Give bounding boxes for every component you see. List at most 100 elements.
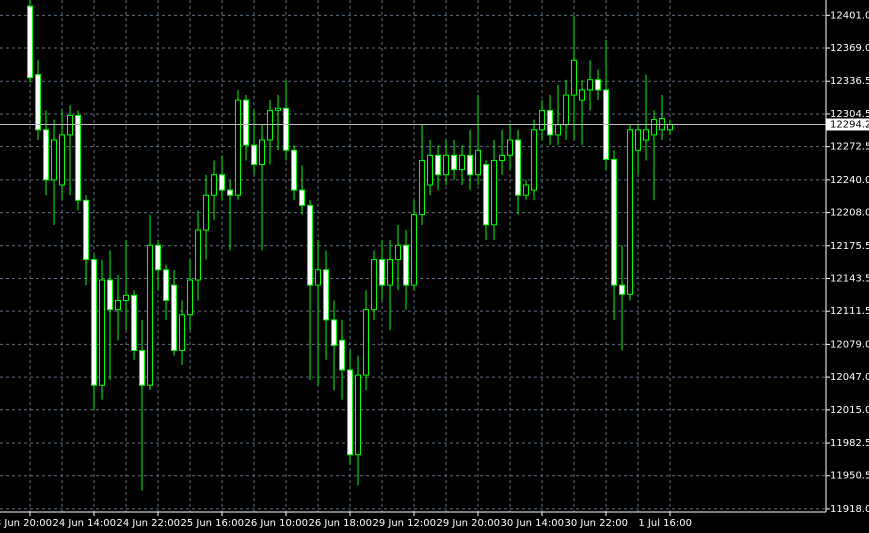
candle-body bbox=[539, 109, 545, 131]
candle-body bbox=[51, 139, 57, 181]
candle-body bbox=[667, 123, 673, 131]
y-tick-label: 12143.5 bbox=[830, 273, 869, 284]
candle-body bbox=[211, 174, 217, 196]
candle-body bbox=[267, 109, 273, 141]
candle-body bbox=[315, 269, 321, 286]
candle-body bbox=[283, 107, 289, 151]
candle-body bbox=[427, 154, 433, 186]
candle-body bbox=[75, 114, 81, 201]
candle-body bbox=[651, 119, 657, 136]
candle-body bbox=[507, 139, 513, 156]
candle-body bbox=[59, 134, 65, 186]
candle-body bbox=[227, 189, 233, 196]
candle-body bbox=[467, 154, 473, 176]
candle-body bbox=[307, 204, 313, 286]
candle-body bbox=[619, 284, 625, 295]
candle-body bbox=[347, 369, 353, 456]
x-tick-label: 26 Jun 18:00 bbox=[308, 518, 372, 529]
candle-body bbox=[251, 144, 257, 166]
y-tick-label: 12369.0 bbox=[830, 43, 869, 54]
candle-body bbox=[259, 139, 265, 166]
candle-body bbox=[387, 259, 393, 286]
candle-body bbox=[451, 154, 457, 171]
candle-body bbox=[171, 284, 177, 352]
candle-body bbox=[91, 259, 97, 386]
x-tick-label: 29 Jun 12:00 bbox=[372, 518, 436, 529]
y-tick-label: 12175.5 bbox=[830, 241, 869, 252]
y-tick-label: 12336.5 bbox=[830, 76, 869, 87]
candle-body bbox=[355, 374, 361, 456]
candle-body bbox=[363, 309, 369, 376]
candle-body bbox=[643, 129, 649, 141]
candle-body bbox=[515, 139, 521, 196]
candle-body bbox=[587, 79, 593, 91]
candle-body bbox=[187, 279, 193, 316]
candle-body bbox=[483, 164, 489, 226]
candle-body bbox=[571, 59, 577, 96]
candle-body bbox=[147, 244, 153, 386]
x-tick-label: 30 Jun 22:00 bbox=[564, 518, 628, 529]
y-tick-label: 12401.0 bbox=[830, 10, 869, 21]
candle-body bbox=[435, 154, 441, 176]
candle-body bbox=[115, 299, 121, 311]
y-tick-label: 11918.0 bbox=[830, 504, 869, 515]
candle-body bbox=[635, 129, 641, 151]
candle-body bbox=[195, 229, 201, 281]
candle-body bbox=[83, 199, 89, 261]
candle-body bbox=[403, 244, 409, 286]
candle-body bbox=[371, 259, 377, 311]
candle-body bbox=[579, 89, 585, 101]
candle-body bbox=[323, 269, 329, 321]
x-tick-label: 24 Jun 14:00 bbox=[52, 518, 116, 529]
x-tick-label: 23 Jun 20:00 bbox=[0, 518, 52, 529]
y-tick-label: 12047.0 bbox=[830, 372, 869, 383]
x-tick-label: 26 Jun 10:00 bbox=[244, 518, 308, 529]
candle-body bbox=[67, 114, 73, 136]
candle-body bbox=[339, 339, 345, 371]
y-tick-label: 11950.5 bbox=[830, 471, 869, 482]
candle-body bbox=[555, 124, 561, 136]
candle-body bbox=[331, 319, 337, 346]
x-tick-label: 24 Jun 22:00 bbox=[116, 518, 180, 529]
candle-body bbox=[27, 5, 33, 79]
candle-body bbox=[499, 154, 505, 161]
candle-body bbox=[299, 189, 305, 206]
x-tick-label: 29 Jun 20:00 bbox=[436, 518, 500, 529]
candle-body bbox=[563, 94, 569, 126]
candle-body bbox=[475, 149, 481, 176]
current-price-box bbox=[826, 118, 869, 131]
x-tick-label: 25 Jun 16:00 bbox=[180, 518, 244, 529]
candle-body bbox=[547, 109, 553, 136]
candle-body bbox=[395, 244, 401, 261]
candle-body bbox=[203, 194, 209, 231]
candle-body bbox=[107, 279, 113, 311]
candle-body bbox=[523, 184, 529, 196]
y-tick-label: 12272.5 bbox=[830, 142, 869, 153]
x-tick-label: 30 Jun 14:00 bbox=[500, 518, 564, 529]
candle-body bbox=[275, 107, 281, 111]
y-tick-label: 12208.0 bbox=[830, 208, 869, 219]
candle-body bbox=[531, 129, 537, 191]
candle-body bbox=[611, 158, 617, 286]
candle-body bbox=[411, 214, 417, 286]
candle-body bbox=[35, 74, 41, 131]
candle-body bbox=[123, 294, 129, 301]
candle-body bbox=[595, 79, 601, 91]
candle-body bbox=[99, 279, 105, 386]
candle-body bbox=[179, 314, 185, 352]
candle-body bbox=[43, 129, 49, 181]
candle-body bbox=[491, 159, 497, 226]
candle-body bbox=[379, 259, 385, 286]
candle-body bbox=[459, 154, 465, 171]
candle-body bbox=[139, 350, 145, 386]
candle-body bbox=[243, 99, 249, 146]
candle-body bbox=[131, 294, 137, 352]
y-tick-label: 12240.0 bbox=[830, 175, 869, 186]
candle-body bbox=[163, 269, 169, 301]
y-tick-label: 12079.0 bbox=[830, 339, 869, 350]
current-price-label: 12294.2 bbox=[830, 119, 869, 130]
candle-body bbox=[219, 174, 225, 191]
y-tick-label: 12304.5 bbox=[830, 109, 869, 120]
candle-body bbox=[419, 159, 425, 216]
